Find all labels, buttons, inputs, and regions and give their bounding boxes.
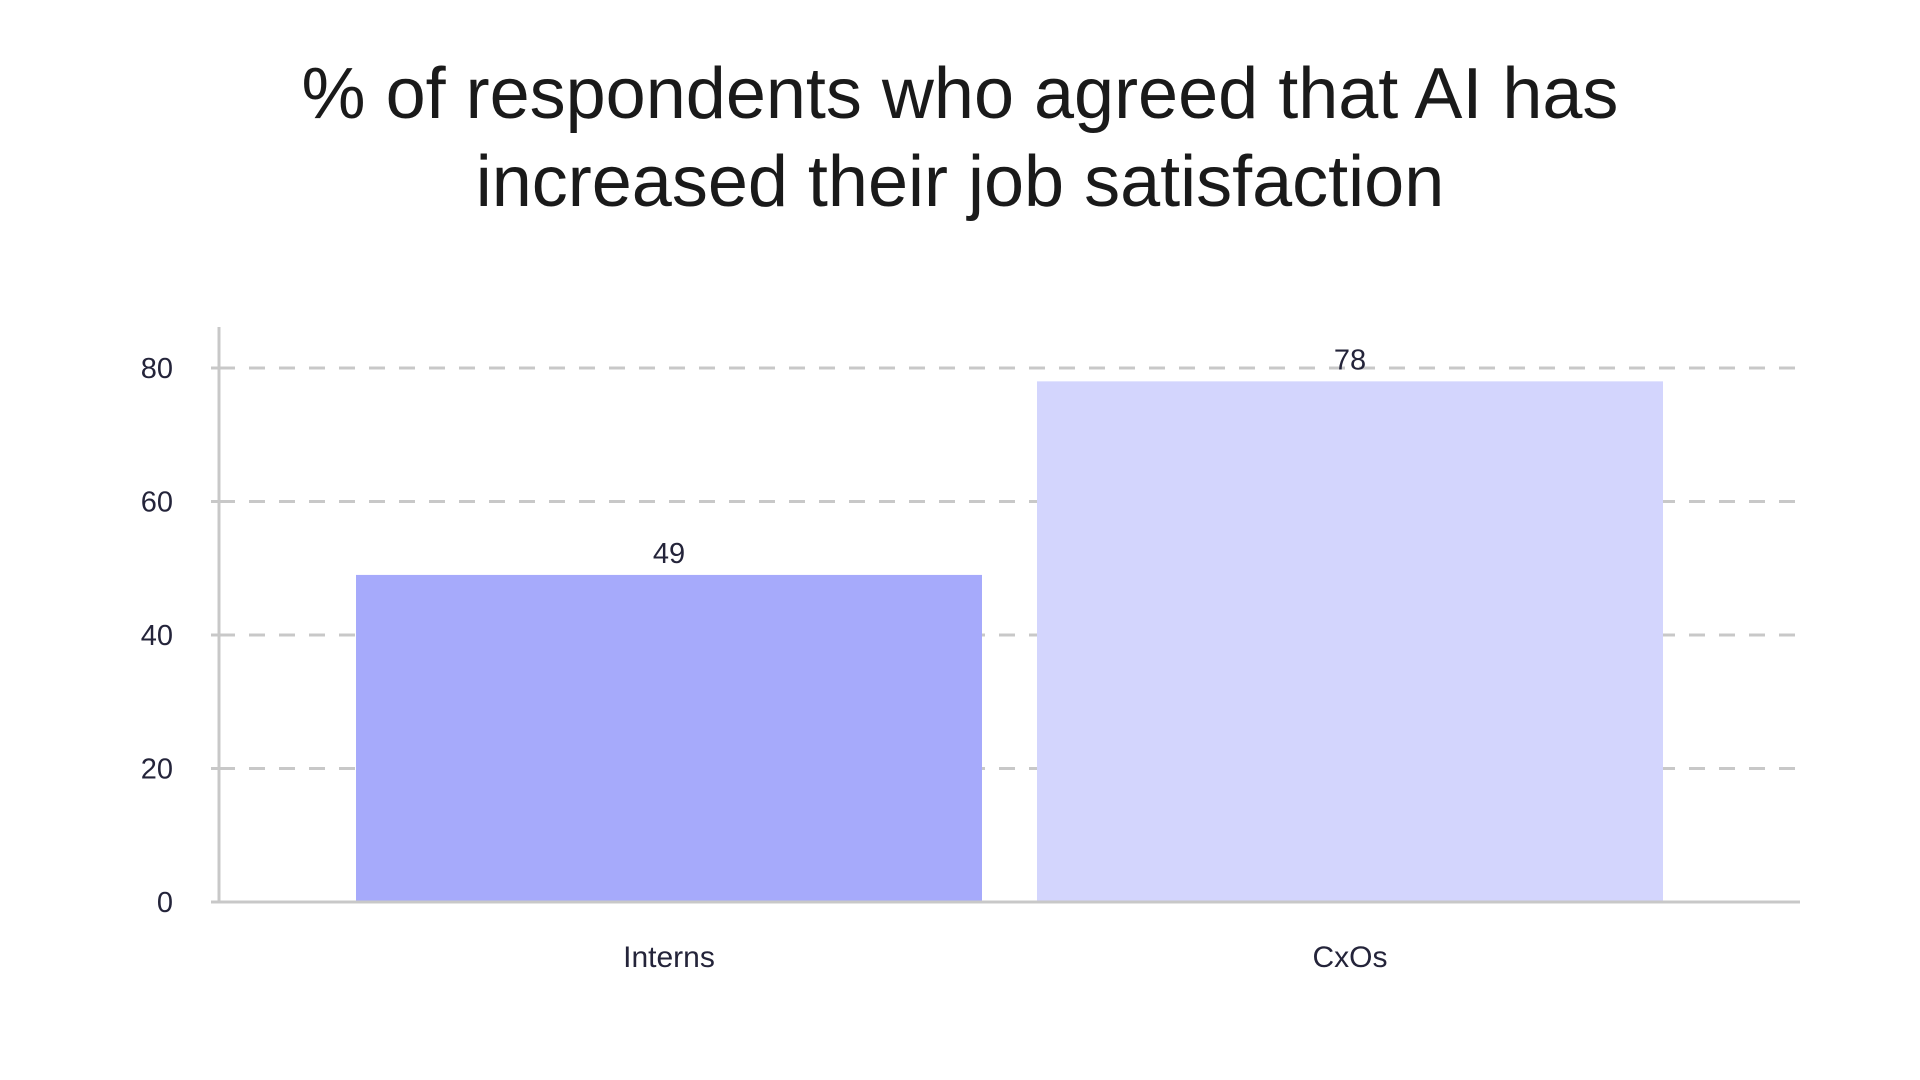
x-tick-label-cxos: CxOs: [1313, 941, 1388, 974]
y-tick-label-20: 20: [141, 754, 173, 786]
chart-title-line-2: increased their job satisfaction: [475, 142, 1445, 222]
x-tick-label-interns: Interns: [623, 941, 715, 974]
y-tick-label-60: 60: [141, 487, 173, 519]
y-tick-label-0: 0: [157, 887, 173, 919]
y-tick-label-40: 40: [141, 620, 173, 652]
chart-title: % of respondents who agreed that AI has …: [0, 50, 1920, 226]
data-label-cxos: 78: [1334, 344, 1366, 376]
bar-cxos: [1037, 381, 1663, 903]
bar-interns: [356, 574, 982, 902]
data-label-interns: 49: [653, 538, 685, 570]
chart-title-line-1: % of respondents who agreed that AI has: [301, 54, 1619, 134]
y-tick-label-80: 80: [141, 353, 173, 385]
